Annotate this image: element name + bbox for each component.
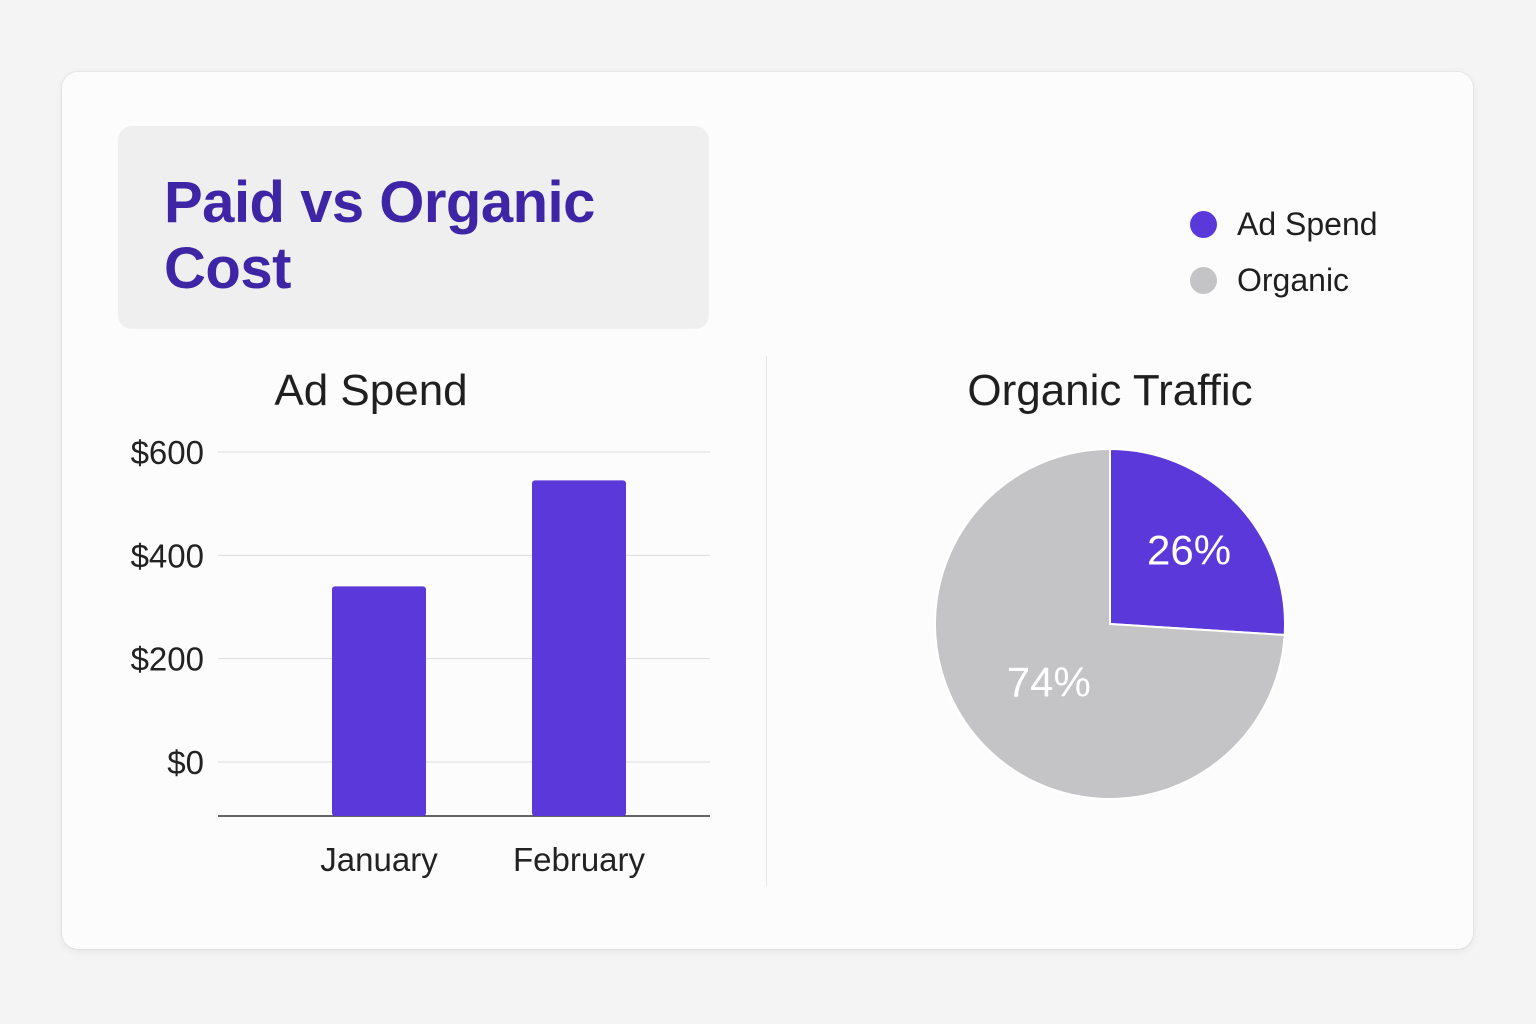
x-tick-label: January — [320, 841, 438, 878]
y-tick-label: $200 — [131, 641, 204, 678]
pie-slice-label: 74% — [1007, 659, 1091, 706]
panel-divider — [766, 356, 767, 886]
legend-swatch-ad-spend — [1190, 210, 1217, 238]
legend: Ad Spend Organic — [1190, 196, 1378, 308]
bar-chart: $0 $200 $400 $600 January February — [131, 434, 710, 878]
pie-slice-ad-spend — [1109, 447, 1286, 637]
bar-february — [532, 480, 626, 816]
bar-chart-title: Ad Spend — [274, 366, 468, 415]
bar-january — [332, 586, 426, 816]
legend-label-ad-spend: Ad Spend — [1237, 205, 1378, 242]
legend-swatch-organic — [1190, 266, 1217, 294]
pie-chart-title: Organic Traffic — [967, 366, 1253, 415]
legend-item-organic: Organic — [1190, 252, 1378, 308]
pie-slice-label: 26% — [1147, 527, 1231, 574]
y-tick-label: $600 — [131, 434, 204, 471]
pie-chart: 26% 74% — [934, 447, 1286, 800]
x-tick-label: February — [513, 841, 646, 878]
legend-label-organic: Organic — [1237, 261, 1350, 298]
pie-slice-organic — [934, 447, 1286, 800]
y-tick-label: $0 — [167, 744, 204, 781]
title-box: Paid vs Organic Cost — [118, 126, 709, 329]
legend-item-ad-spend: Ad Spend — [1190, 196, 1378, 252]
chart-card: Paid vs Organic Cost Ad Spend Organic Ad… — [62, 72, 1473, 949]
y-tick-label: $400 — [131, 537, 204, 574]
page-title: Paid vs Organic Cost — [164, 170, 595, 301]
